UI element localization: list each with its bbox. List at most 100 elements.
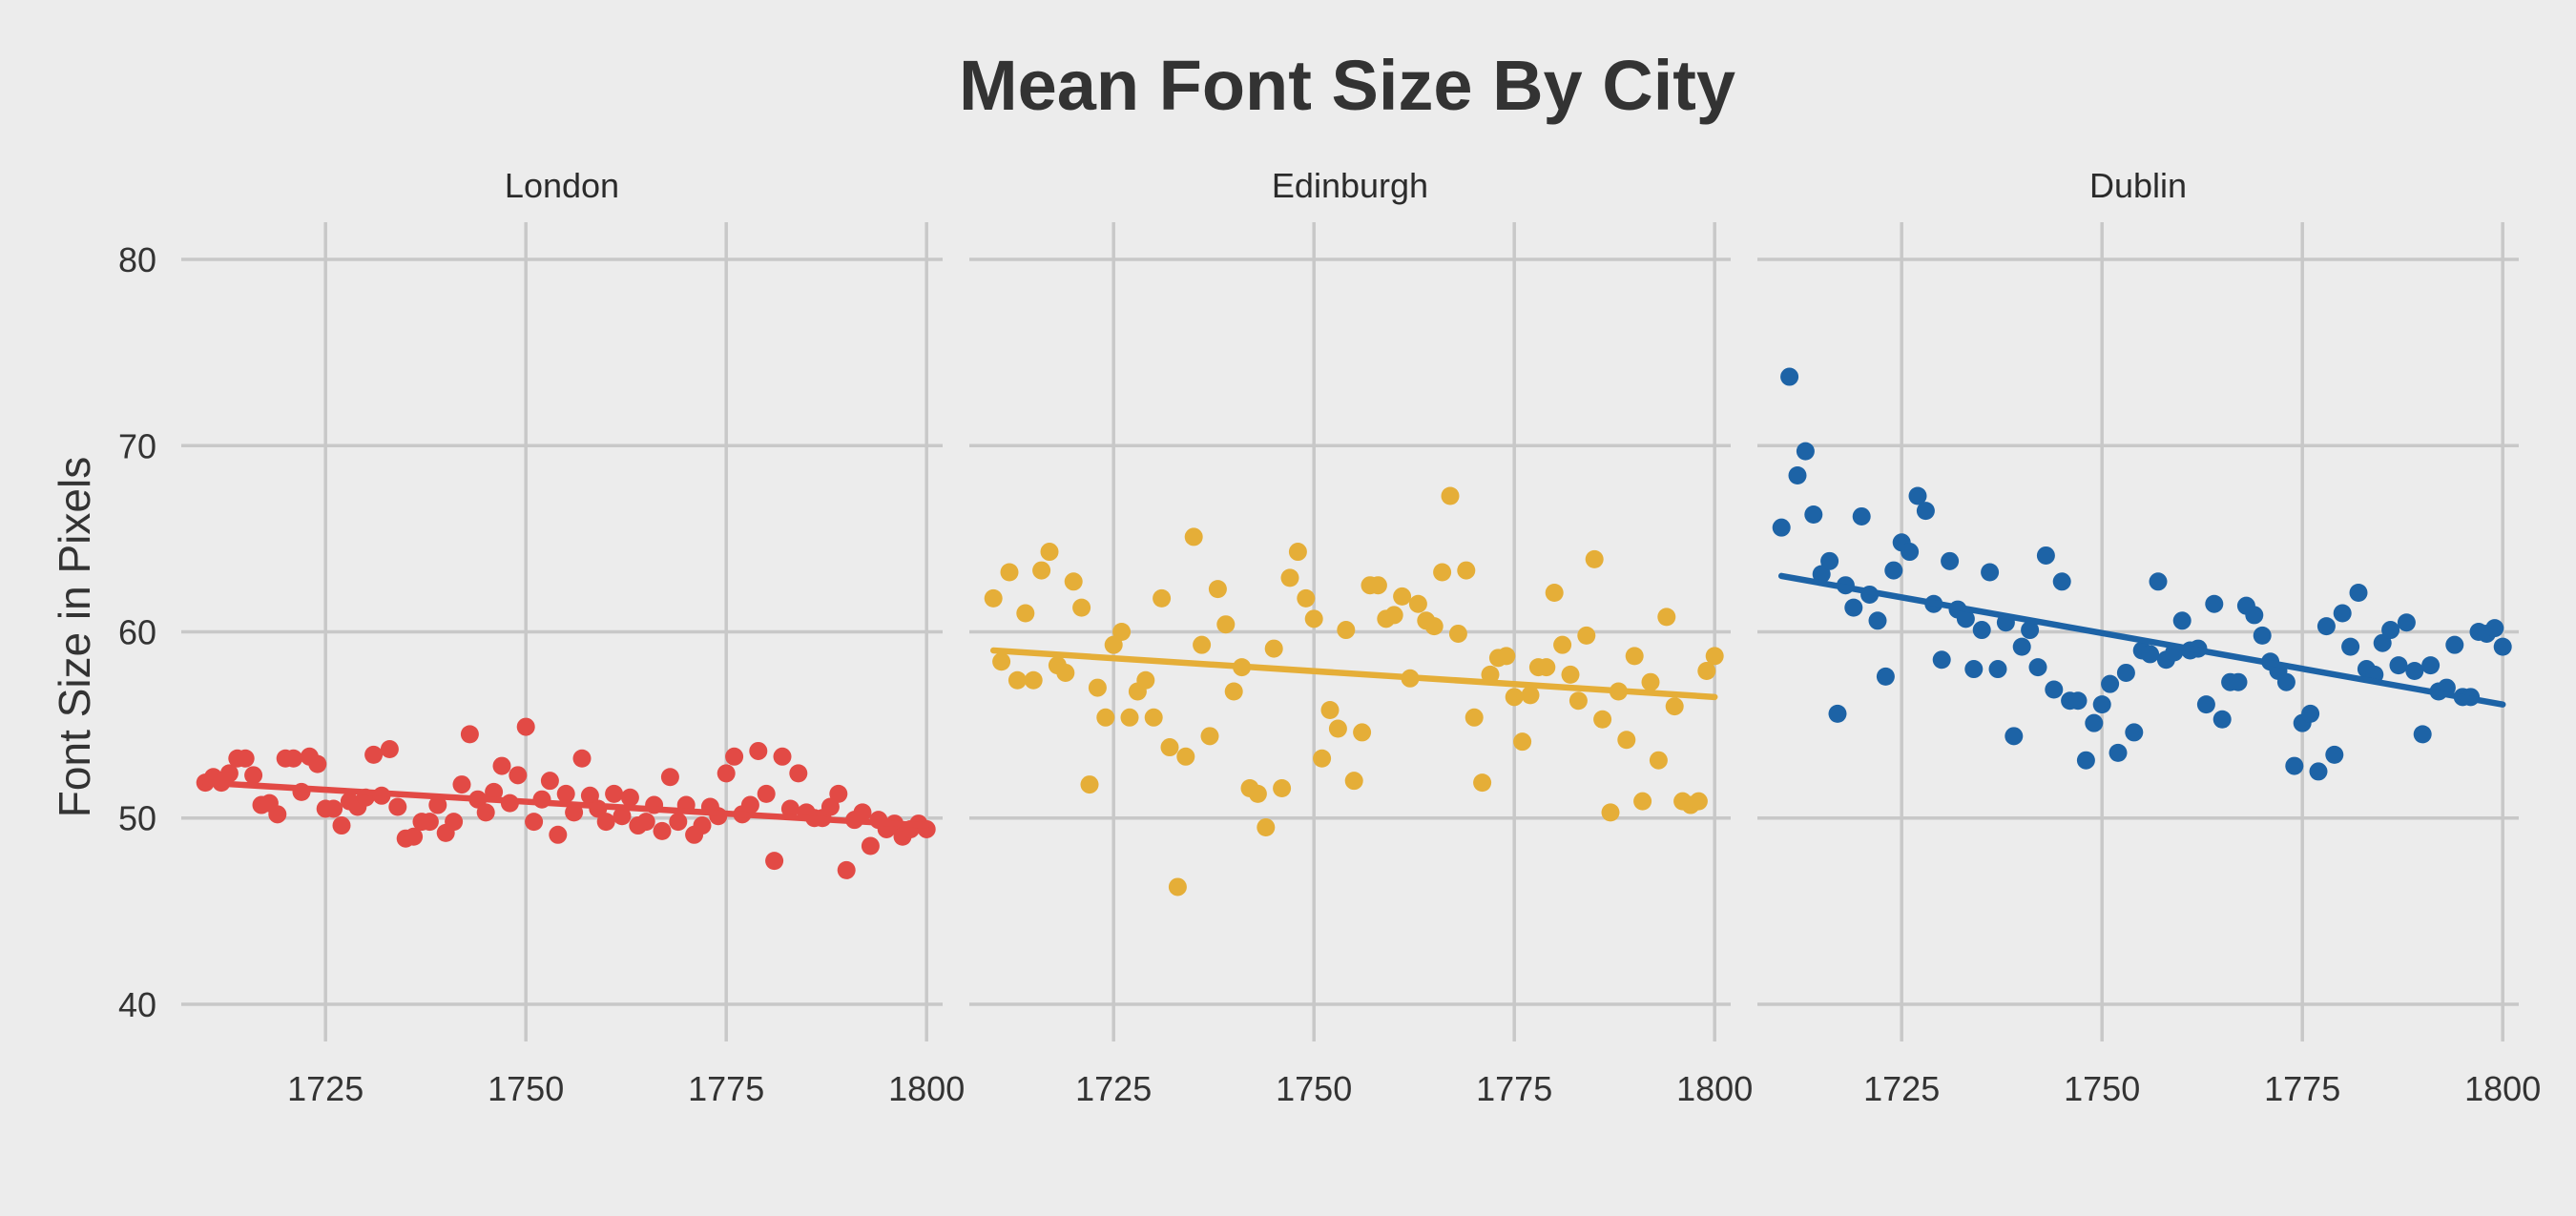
scatter-point: [2309, 762, 2328, 781]
scatter-point: [324, 799, 343, 818]
scatter-point: [596, 813, 615, 832]
scatter-point: [476, 803, 495, 822]
scatter-point: [1868, 611, 1887, 630]
scatter-point: [2092, 695, 2111, 714]
scatter-point: [2373, 633, 2392, 652]
scatter-point: [1056, 663, 1075, 682]
scatter-point: [1577, 626, 1596, 645]
scatter-point: [1788, 466, 1807, 485]
scatter-point: [1000, 563, 1019, 582]
facets: London 1725 1750 1775 1800 Edinburgh 1725 1750 1…: [181, 166, 2541, 1108]
scatter-point: [1136, 670, 1155, 690]
scatter-point: [2405, 661, 2424, 680]
x-tick-label: 1750: [488, 1069, 564, 1108]
scatter-point: [1193, 635, 1212, 654]
scatter-point: [1304, 609, 1323, 629]
scatter-point: [1465, 708, 1484, 727]
scatter-point: [2021, 621, 2040, 640]
scatter-point: [2036, 546, 2055, 565]
scatter-point: [2196, 695, 2215, 714]
scatter-point: [861, 836, 880, 855]
scatter-point: [1368, 576, 1387, 595]
x-tick-label: 1800: [2464, 1069, 2541, 1108]
scatter-point: [1820, 551, 1839, 570]
scatter-point: [1448, 624, 1467, 643]
scatter-point: [2085, 713, 2104, 732]
facet-title: Edinburgh: [1272, 166, 1428, 205]
x-tick-label: 1800: [1676, 1069, 1753, 1108]
scatter-point: [460, 725, 479, 744]
scatter-point: [660, 768, 679, 787]
trend-line: [1777, 572, 2506, 708]
scatter-point: [1040, 543, 1059, 562]
scatter-point: [1257, 817, 1276, 836]
chart-title: Mean Font Size By City: [959, 46, 1735, 125]
scatter-point: [2485, 619, 2504, 638]
scatter-point: [1665, 697, 1684, 716]
scatter-point: [605, 784, 624, 803]
facet-edinburgh: Edinburgh 1725 1750 1775 1800: [969, 166, 1753, 1108]
scatter-point: [364, 745, 384, 764]
scatter-point: [1553, 635, 1572, 654]
scatter-point: [757, 784, 776, 803]
scatter-point: [1313, 749, 1332, 768]
scatter-point: [540, 772, 559, 791]
facet-title: London: [505, 166, 619, 205]
scatter-point: [1353, 723, 1372, 742]
scatter-point: [1024, 670, 1043, 690]
scatter-point: [1593, 710, 1612, 729]
scatter-point: [1796, 442, 1815, 461]
scatter-point: [992, 652, 1011, 671]
scatter-point: [1804, 505, 1823, 525]
scatter-point: [1016, 604, 1035, 623]
scatter-point: [1633, 792, 1652, 811]
scatter-point: [1705, 647, 1724, 666]
scatter-point: [1932, 650, 1951, 670]
scatter-point: [580, 786, 599, 805]
scatter-point: [2229, 672, 2248, 691]
scatter-point: [516, 717, 535, 736]
x-tick-label: 1775: [688, 1069, 764, 1108]
scatter-point: [2316, 617, 2336, 636]
scatter-point: [1264, 639, 1283, 658]
scatter-point: [2068, 691, 2088, 711]
scatter-point: [2116, 663, 2135, 682]
scatter-point: [1441, 486, 1460, 505]
scatter-point: [1537, 658, 1556, 677]
scatter-point: [2212, 710, 2232, 729]
scatter-point: [693, 816, 712, 835]
scatter-point: [1160, 738, 1179, 757]
scatter-point: [1328, 719, 1347, 738]
scatter-point: [780, 799, 800, 818]
scatter-point: [1908, 486, 1927, 505]
scatter-point: [2149, 572, 2168, 591]
scatter-point: [1956, 609, 1975, 629]
scatter-point: [620, 788, 639, 807]
scatter-point: [765, 852, 784, 871]
scatter-point: [244, 766, 263, 785]
scatter-point: [1457, 561, 1476, 580]
scatter-point: [2172, 611, 2192, 630]
scatter-point: [1184, 527, 1203, 546]
scatter-point: [1344, 772, 1363, 791]
scatter-point: [380, 739, 399, 758]
scatter-point: [1521, 686, 1540, 705]
scatter-point: [1168, 877, 1187, 897]
scatter-point: [653, 821, 672, 840]
scatter-point: [236, 749, 255, 768]
scatter-point: [1072, 598, 1091, 617]
scatter-point: [1697, 661, 1716, 680]
scatter-point: [492, 756, 511, 775]
y-tick-label: 60: [118, 613, 156, 652]
scatter-point: [2389, 656, 2408, 675]
scatter-point: [1513, 732, 1532, 752]
scatter-point: [2325, 745, 2344, 764]
y-tick-labels: 40 50 60 70 80: [118, 240, 156, 1024]
scatter-point: [1964, 660, 1984, 679]
x-tick-label: 1750: [1276, 1069, 1352, 1108]
x-tick-label: 1725: [1075, 1069, 1152, 1108]
scatter-point: [1433, 563, 1452, 582]
scatter-point: [2205, 594, 2224, 613]
y-tick-label: 50: [118, 799, 156, 838]
scatter-point: [2413, 725, 2432, 744]
